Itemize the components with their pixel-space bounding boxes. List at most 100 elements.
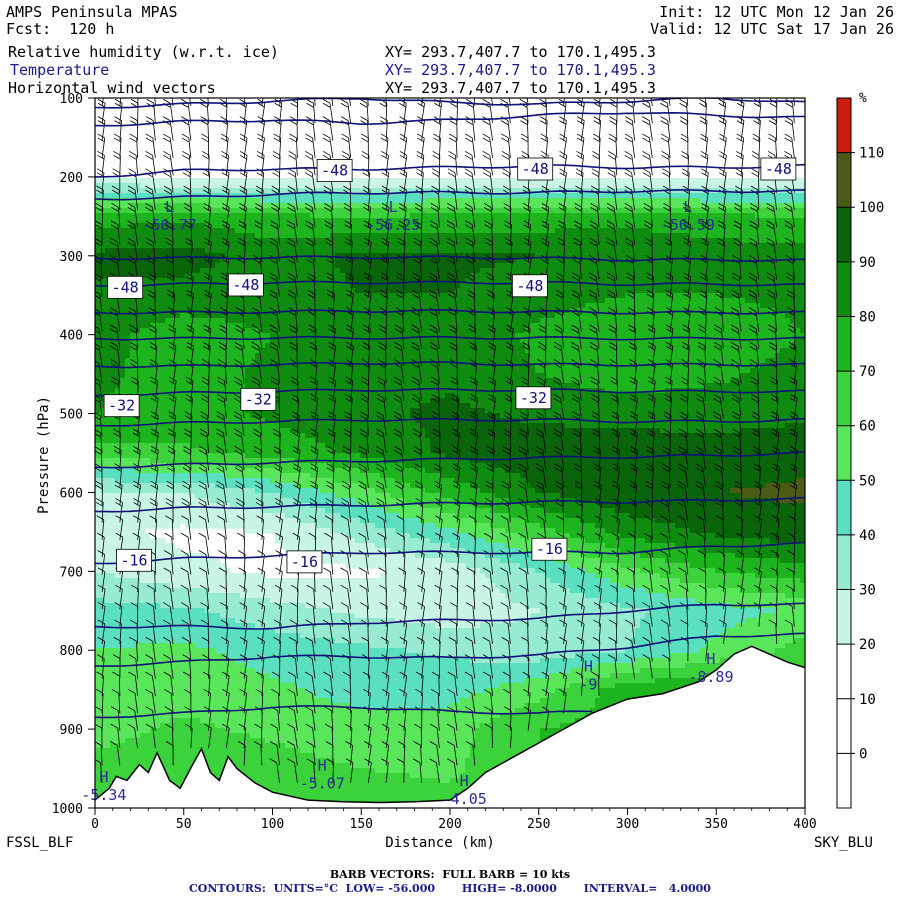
rh-cell <box>365 193 371 199</box>
rh-cell <box>340 298 346 304</box>
rh-cell <box>215 183 221 189</box>
rh-cell <box>500 208 506 214</box>
rh-cell <box>410 253 416 259</box>
rh-cell <box>225 253 231 259</box>
rh-cell <box>500 333 506 339</box>
rh-cell <box>470 333 476 339</box>
rh-cell <box>665 183 671 189</box>
rh-cell <box>440 178 446 184</box>
rh-cell <box>580 318 586 324</box>
rh-cell <box>450 333 456 339</box>
rh-cell <box>285 338 291 344</box>
rh-cell <box>760 278 766 284</box>
rh-cell <box>370 263 376 269</box>
rh-cell <box>585 218 591 224</box>
rh-cell <box>640 253 646 259</box>
rh-cell <box>705 213 711 219</box>
rh-cell <box>315 273 321 279</box>
rh-cell <box>260 223 266 229</box>
rh-cell <box>180 348 186 354</box>
rh-cell <box>550 218 556 224</box>
rh-cell <box>585 258 591 264</box>
rh-cell <box>310 188 316 194</box>
rh-cell <box>105 328 111 334</box>
rh-cell <box>690 183 696 189</box>
rh-cell <box>620 213 626 219</box>
rh-cell <box>165 288 171 294</box>
rh-cell <box>380 268 386 274</box>
rh-cell <box>450 233 456 239</box>
rh-cell <box>100 298 106 304</box>
rh-cell <box>740 208 746 214</box>
rh-cell <box>415 218 421 224</box>
rh-cell <box>800 278 805 284</box>
rh-cell <box>105 303 111 309</box>
rh-cell <box>145 308 151 314</box>
rh-cell <box>800 338 805 344</box>
rh-cell <box>510 243 516 249</box>
rh-cell <box>400 288 406 294</box>
rh-cell <box>675 203 681 209</box>
rh-cell <box>495 313 501 319</box>
rh-cell <box>795 278 801 284</box>
rh-cell <box>575 243 581 249</box>
rh-cell <box>315 228 321 234</box>
rh-cell <box>550 213 556 219</box>
rh-cell <box>475 198 481 204</box>
rh-cell <box>555 213 561 219</box>
rh-cell <box>165 293 171 299</box>
rh-cell <box>585 203 591 209</box>
rh-cell <box>455 328 461 334</box>
rh-cell <box>570 218 576 224</box>
rh-cell <box>125 308 131 314</box>
rh-cell <box>490 278 496 284</box>
rh-cell <box>160 338 166 344</box>
rh-cell <box>625 193 631 199</box>
rh-cell <box>705 303 711 309</box>
rh-cell <box>435 313 441 319</box>
rh-cell <box>95 193 101 199</box>
rh-cell <box>345 198 351 204</box>
rh-cell <box>350 213 356 219</box>
rh-cell <box>345 208 351 214</box>
rh-cell <box>450 188 456 194</box>
rh-cell <box>235 243 241 249</box>
rh-cell <box>495 293 501 299</box>
rh-cell <box>280 193 286 199</box>
rh-cell <box>695 238 701 244</box>
rh-cell <box>430 238 436 244</box>
rh-cell <box>600 313 606 319</box>
rh-cell <box>715 228 721 234</box>
rh-cell <box>450 213 456 219</box>
rh-cell <box>535 323 541 329</box>
rh-cell <box>490 303 496 309</box>
rh-cell <box>525 298 531 304</box>
rh-cell <box>765 348 771 354</box>
rh-cell <box>285 188 291 194</box>
rh-cell <box>100 338 106 344</box>
rh-cell <box>495 233 501 239</box>
rh-cell <box>275 288 281 294</box>
rh-cell <box>555 298 561 304</box>
rh-cell <box>545 278 551 284</box>
rh-cell <box>185 188 191 194</box>
rh-cell <box>485 193 491 199</box>
rh-cell <box>305 333 311 339</box>
rh-cell <box>590 308 596 314</box>
rh-cell <box>250 303 256 309</box>
rh-cell <box>305 233 311 239</box>
rh-cell <box>735 333 741 339</box>
rh-cell <box>695 228 701 234</box>
rh-cell <box>800 218 805 224</box>
rh-cell <box>665 263 671 269</box>
rh-cell <box>250 198 256 204</box>
rh-cell <box>350 238 356 244</box>
rh-cell <box>600 318 606 324</box>
rh-cell <box>760 193 766 199</box>
rh-cell <box>160 248 166 254</box>
rh-cell <box>480 243 486 249</box>
rh-cell <box>145 188 151 194</box>
rh-cell <box>565 228 571 234</box>
rh-cell <box>575 283 581 289</box>
rh-cell <box>610 203 616 209</box>
